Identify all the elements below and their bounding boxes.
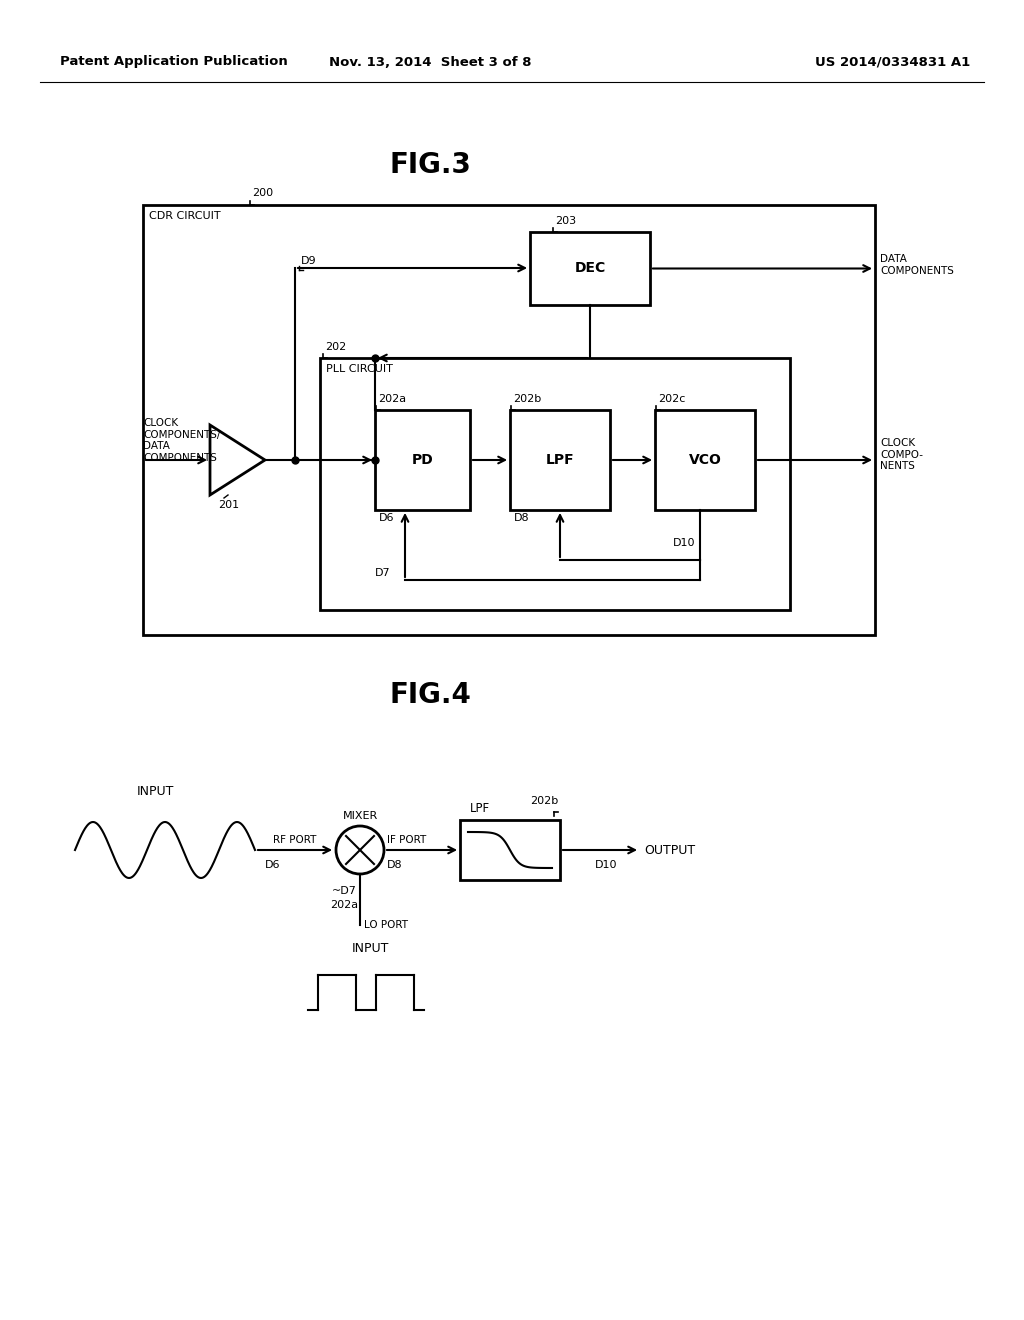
Text: INPUT: INPUT [136,785,174,799]
Text: 202: 202 [325,342,346,352]
Text: 203: 203 [555,216,577,226]
Text: LPF: LPF [546,453,574,467]
Text: 202c: 202c [658,393,685,404]
Text: RF PORT: RF PORT [273,836,316,845]
Text: 202a: 202a [330,900,358,909]
Text: FIG.3: FIG.3 [389,150,471,180]
Text: D10: D10 [595,861,617,870]
Text: US 2014/0334831 A1: US 2014/0334831 A1 [815,55,970,69]
Text: LO PORT: LO PORT [364,920,408,931]
Text: DATA
COMPONENTS: DATA COMPONENTS [880,255,954,276]
Bar [319,358,790,610]
Text: D6: D6 [379,513,394,523]
Bar [530,232,650,305]
Text: D10: D10 [673,539,695,548]
Text: D9: D9 [301,256,316,267]
Text: 201: 201 [218,500,240,510]
Text: 202a: 202a [378,393,407,404]
Bar [655,411,755,510]
Text: CLOCK
COMPO-
NENTS: CLOCK COMPO- NENTS [880,438,923,471]
Text: PD: PD [412,453,433,467]
Text: CLOCK
COMPONENTS/
DATA
COMPONENTS: CLOCK COMPONENTS/ DATA COMPONENTS [143,418,220,463]
Text: INPUT: INPUT [351,942,389,954]
Text: D6: D6 [265,861,281,870]
Text: D8: D8 [514,513,529,523]
Text: LPF: LPF [470,803,490,814]
Bar [375,411,470,510]
Text: CDR CIRCUIT: CDR CIRCUIT [150,211,220,220]
Bar [510,411,610,510]
Polygon shape [210,425,265,495]
Text: FIG.4: FIG.4 [389,681,471,709]
Circle shape [336,826,384,874]
Bar [460,820,560,880]
Text: Nov. 13, 2014  Sheet 3 of 8: Nov. 13, 2014 Sheet 3 of 8 [329,55,531,69]
Text: PLL CIRCUIT: PLL CIRCUIT [326,364,393,374]
Text: ~D7: ~D7 [332,886,357,896]
Text: VCO: VCO [688,453,722,467]
Text: D8: D8 [387,861,402,870]
Bar [143,205,874,635]
Text: Patent Application Publication: Patent Application Publication [60,55,288,69]
Text: 202b: 202b [529,796,558,807]
Text: D7: D7 [375,568,390,578]
Text: 202b: 202b [513,393,542,404]
Text: 200: 200 [252,187,273,198]
Text: DEC: DEC [574,261,605,276]
Text: OUTPUT: OUTPUT [644,843,695,857]
Text: MIXER: MIXER [342,810,378,821]
Text: IF PORT: IF PORT [387,836,426,845]
